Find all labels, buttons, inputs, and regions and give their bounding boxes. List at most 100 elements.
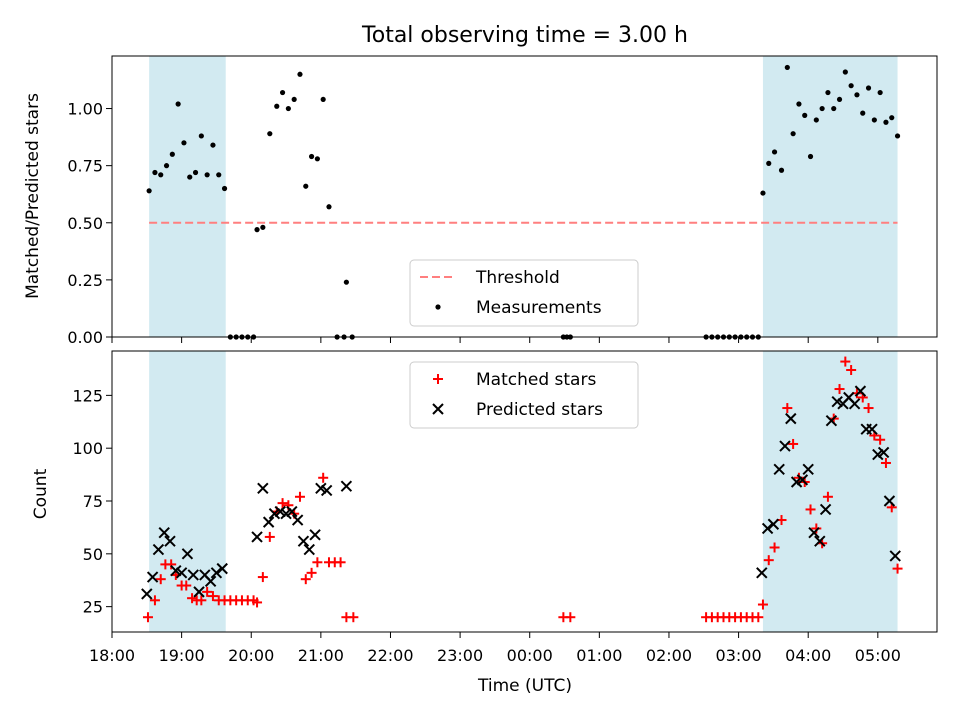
ratio-panel: 0.00 0.25 0.50 0.75 1.00 Threshold Measurement… xyxy=(67,55,938,347)
legend-measurement-swatch xyxy=(435,304,441,310)
matched-point xyxy=(202,586,213,597)
measurement-point xyxy=(831,105,837,112)
legend-predicted-swatch xyxy=(432,403,444,415)
legend: Matched stars Predicted stars xyxy=(409,361,639,429)
predicted-point xyxy=(785,412,797,425)
x-tick-label: 21:00 xyxy=(298,646,344,665)
predicted-point xyxy=(210,567,223,579)
x-tick-label: 04:00 xyxy=(785,646,831,665)
predicted-point xyxy=(814,535,826,547)
measurement-point xyxy=(279,89,286,96)
matched-point xyxy=(811,523,822,534)
measurement-point xyxy=(778,167,785,173)
measurement-point xyxy=(825,89,831,96)
measurement-point xyxy=(210,142,216,148)
measurement-point xyxy=(274,103,280,109)
x-axis-label: Time (UTC) xyxy=(477,676,572,696)
x-tick-label: 19:00 xyxy=(159,646,205,665)
shaded-interval xyxy=(762,351,898,632)
matched-point xyxy=(805,504,816,515)
x-tick-label: 03:00 xyxy=(716,646,762,665)
x-tick-label: 05:00 xyxy=(855,646,901,665)
matched-point xyxy=(892,563,903,574)
matched-point xyxy=(277,498,288,509)
measurement-point xyxy=(889,115,895,121)
predicted-point xyxy=(181,548,194,560)
predicted-point xyxy=(825,415,838,427)
measurement-point xyxy=(267,131,273,137)
count-panel: 25 50 75 100 125 18:00 19:00 20:00 21:00 22:00 23:… xyxy=(72,350,938,665)
x-tick-label: 23:00 xyxy=(437,646,483,665)
y-tick-label: 0.50 xyxy=(67,214,103,233)
predicted-point xyxy=(819,503,832,516)
matched-point xyxy=(788,438,799,449)
measurement-point xyxy=(784,64,790,71)
predicted-point xyxy=(187,569,199,581)
matched-point xyxy=(846,365,857,376)
legend: Threshold Measurements xyxy=(409,259,639,327)
predicted-point xyxy=(883,495,896,507)
matched-point xyxy=(187,593,198,604)
predicted-point xyxy=(773,463,785,476)
predicted-point xyxy=(251,531,263,543)
measurement-point xyxy=(163,163,170,169)
matched-point xyxy=(565,612,576,623)
legend-box xyxy=(409,259,639,327)
measurement-point xyxy=(836,96,843,103)
predicted-point xyxy=(340,480,353,492)
predicted-point xyxy=(848,398,861,410)
measurement-point xyxy=(320,96,326,103)
measurement-point xyxy=(760,190,766,196)
measurement-point xyxy=(802,112,808,118)
measurement-point xyxy=(175,101,181,107)
y-tick-label: 0.25 xyxy=(67,271,103,290)
measurement-point xyxy=(297,71,303,77)
predicted-point xyxy=(303,543,315,556)
matched-point xyxy=(181,580,192,591)
chart-title: Total observing time = 3.00 h xyxy=(361,23,688,48)
measurement-point xyxy=(790,131,796,137)
predicted-point xyxy=(877,446,890,459)
measurement-point xyxy=(842,69,848,75)
predicted-point xyxy=(761,522,774,535)
measurement-point xyxy=(169,151,175,157)
predicted-point xyxy=(262,516,275,528)
legend-label: Matched stars xyxy=(476,370,596,390)
measurement-point xyxy=(187,174,193,180)
matched-point xyxy=(142,612,153,623)
predicted-point xyxy=(175,567,188,579)
y-tick-label: 25 xyxy=(83,598,103,617)
shaded-interval xyxy=(762,56,898,337)
measurement-point xyxy=(894,133,901,139)
measurement-point xyxy=(326,204,332,210)
matched-point xyxy=(312,557,323,568)
predicted-point xyxy=(141,588,153,600)
x-tick-label: 02:00 xyxy=(646,646,692,665)
matched-point xyxy=(306,567,317,578)
matched-point xyxy=(875,434,886,445)
measurement-point xyxy=(796,101,802,107)
predicted-point xyxy=(767,518,780,530)
measurement-point xyxy=(308,153,315,160)
measurement-point xyxy=(871,117,877,123)
legend-label: Threshold xyxy=(475,268,560,288)
measurement-point xyxy=(204,172,210,178)
matched-point xyxy=(300,574,311,585)
x-tick-label: 18:00 xyxy=(89,646,135,665)
predicted-point xyxy=(257,482,269,495)
predicted-point xyxy=(297,535,310,547)
matched-point xyxy=(318,472,329,483)
bottom-ylabel: Count xyxy=(31,468,51,519)
predicted-point xyxy=(756,567,768,579)
measurement-point xyxy=(198,133,204,139)
matched-point xyxy=(348,612,359,623)
measurement-point xyxy=(291,96,297,103)
y-tick-label: 100 xyxy=(72,439,103,458)
predicted-point xyxy=(152,543,165,556)
y-tick-label: 0.75 xyxy=(67,157,103,176)
measurement-point xyxy=(152,169,158,176)
x-tick-label: 20:00 xyxy=(228,646,274,665)
x-tick-label: 00:00 xyxy=(507,646,553,665)
y-tick-label: 1.00 xyxy=(67,100,103,119)
